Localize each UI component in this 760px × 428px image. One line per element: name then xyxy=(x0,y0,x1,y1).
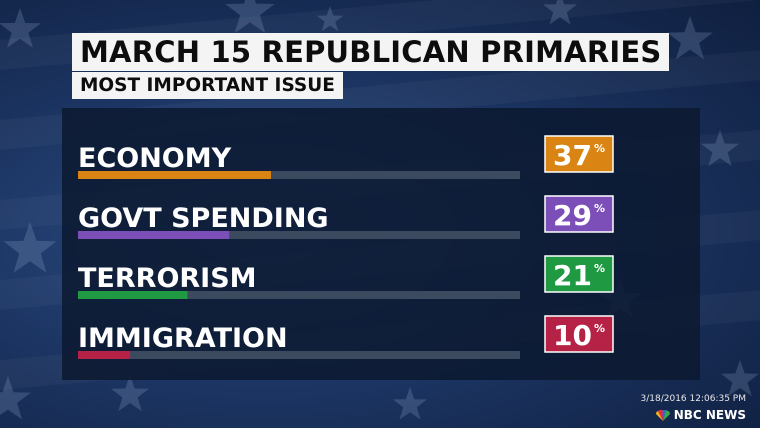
bar xyxy=(78,231,230,239)
value-label: 10 xyxy=(553,319,592,352)
value-unit: % xyxy=(594,142,605,155)
value-badge xyxy=(544,255,614,293)
bar xyxy=(78,291,188,299)
value-unit: % xyxy=(594,202,605,215)
category-label: GOVT SPENDING xyxy=(78,203,329,234)
value-label: 29 xyxy=(553,199,592,232)
background-star-icon xyxy=(721,360,759,397)
background-star-icon xyxy=(3,222,57,273)
value-label: 21 xyxy=(553,259,592,292)
bar-track xyxy=(78,291,520,299)
value-unit: % xyxy=(594,262,605,275)
category-label: TERRORISM xyxy=(78,263,257,294)
bar xyxy=(78,351,131,359)
chart-title: MARCH 15 REPUBLICAN PRIMARIES xyxy=(72,33,670,71)
bar-track xyxy=(78,171,520,179)
bar-row: GOVT SPENDING 29% xyxy=(78,195,614,239)
bar-row: ECONOMY 37% xyxy=(78,135,614,179)
background-star-icon xyxy=(316,6,344,32)
value-badge xyxy=(544,195,614,233)
peacock-icon xyxy=(655,409,670,421)
bar-track xyxy=(78,231,520,239)
bar-row: IMMIGRATION 10% xyxy=(78,315,614,359)
category-label: IMMIGRATION xyxy=(78,323,288,354)
timestamp: 3/18/2016 12:06:35 PM xyxy=(640,394,746,404)
chart-subtitle: MOST IMPORTANT ISSUE xyxy=(72,72,343,99)
background-star-icon xyxy=(0,8,41,48)
background-star-icon xyxy=(392,387,428,420)
background-star-icon xyxy=(0,376,31,420)
category-label: ECONOMY xyxy=(78,143,232,174)
background-star-icon xyxy=(667,16,713,60)
value-unit: % xyxy=(594,322,605,335)
bar-row: TERRORISM 21% xyxy=(78,255,614,299)
value-badge xyxy=(544,315,614,353)
value-label: 37 xyxy=(553,139,592,172)
background-star-icon xyxy=(701,130,739,167)
network-name: NBC NEWS xyxy=(673,408,746,422)
bar-track xyxy=(78,351,520,359)
background-star-icon xyxy=(111,375,149,412)
background-star-icon xyxy=(542,0,578,25)
bar xyxy=(78,171,271,179)
network-logo: NBC NEWS xyxy=(655,408,746,422)
background-star-icon xyxy=(225,0,275,33)
value-badge xyxy=(544,135,614,173)
